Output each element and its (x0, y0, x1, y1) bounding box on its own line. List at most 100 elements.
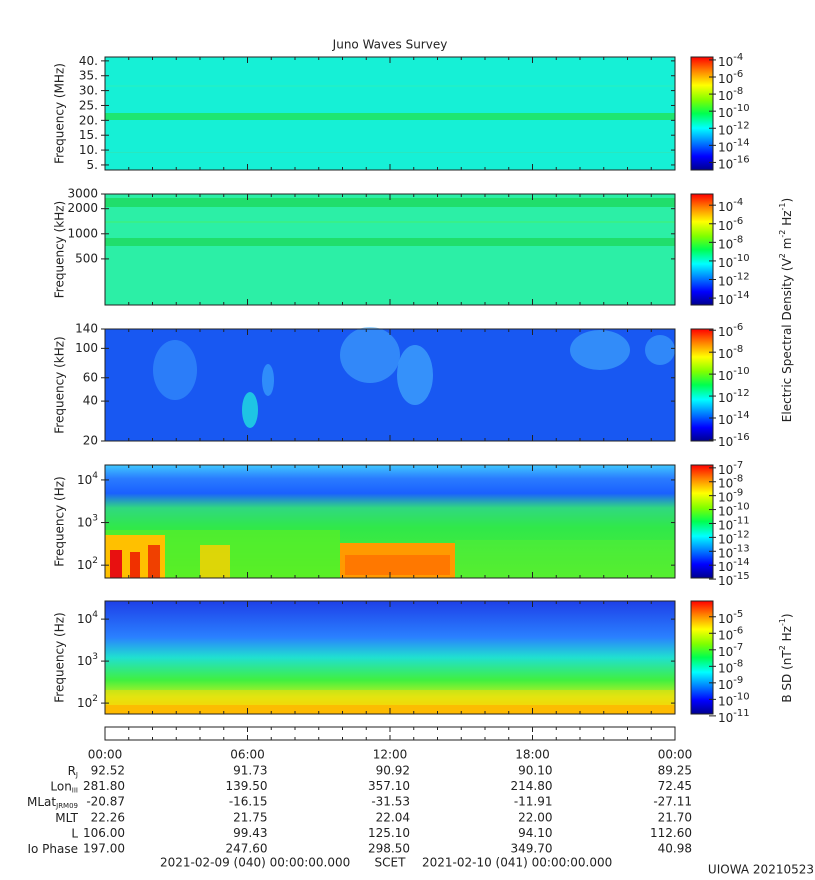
time-label: 06:00 (230, 748, 265, 762)
row-label-text: Lon (50, 779, 71, 793)
tick-exponent: -12 (733, 120, 749, 131)
tick-label: 104 (77, 470, 98, 486)
footer-stamp: UIOWA 20210523 (708, 863, 814, 877)
time-label: 18:00 (515, 748, 550, 762)
tick-base: 10 (718, 644, 733, 658)
tick-label: 1000 (67, 226, 98, 240)
tick-exponent: -4 (733, 52, 743, 63)
tick-exponent: -10 (733, 502, 749, 513)
tick-exponent: 4 (92, 610, 98, 620)
tick-base: 10 (718, 560, 733, 574)
ephemeris-value: 72.45 (658, 779, 692, 793)
tick-base: 10 (718, 694, 733, 708)
tick-base: 10 (718, 661, 733, 675)
tick-base: 20. (79, 113, 98, 127)
tick-exponent: 3 (92, 652, 98, 662)
footer-start: 2021-02-09 (040) 00:00:00.000 (160, 856, 350, 870)
tick-base: 25. (79, 98, 98, 112)
tick-base: 10 (718, 434, 733, 448)
tick-base: 10 (77, 696, 92, 710)
footer-end: 2021-02-10 (041) 00:00:00.000 (422, 856, 612, 870)
tick-label: 10-8 (718, 86, 743, 103)
tick-label: 140 (75, 322, 98, 336)
tick-exponent: -9 (733, 488, 743, 499)
tick-label: 10-16 (718, 154, 750, 171)
tick-label: 10-10 (718, 502, 750, 519)
tick-exponent: -15 (733, 571, 749, 582)
tick-base: 10 (718, 123, 733, 137)
time-label: 00:00 (658, 748, 693, 762)
tick-label: 100 (75, 341, 98, 355)
tick-label: 3000 (67, 187, 98, 201)
tick-exponent: -8 (733, 234, 743, 245)
ephemeris-value: 349.70 (511, 842, 553, 856)
row-label: LonIII (50, 779, 78, 795)
tick-exponent: -6 (733, 625, 743, 636)
ephemeris-value: 92.52 (91, 764, 125, 778)
tick-base: 10 (718, 54, 733, 68)
colorbar-label: Electric Spectral Density (V2 m-2 Hz-1) (778, 198, 794, 422)
tick-exponent: -14 (733, 137, 749, 148)
row-label-sub: J (75, 771, 78, 779)
ephemeris-value: 197.00 (83, 842, 125, 856)
tick-base: 10 (718, 89, 733, 103)
spectrogram-image (105, 57, 675, 714)
tick-label: 10-6 (718, 322, 743, 339)
y-axis-label: Frequency (kHz) (53, 201, 67, 298)
tick-base: 10 (77, 654, 92, 668)
tick-base: 10 (77, 558, 92, 572)
ephemeris-value: 90.92 (376, 764, 410, 778)
tick-base: 10 (718, 157, 733, 171)
tick-base: 10 (718, 237, 733, 251)
tick-label: 5. (87, 157, 98, 171)
tick-label: 10-8 (718, 344, 743, 361)
tick-label: 103 (77, 652, 98, 668)
tick-label: 10-11 (718, 515, 750, 532)
tick-base: 10 (718, 140, 733, 154)
tick-exponent: -8 (733, 86, 743, 97)
label-part: B SD (nT (780, 650, 794, 703)
tick-label: 10-14 (718, 410, 750, 427)
time-label: 00:00 (88, 748, 123, 762)
tick-label: 10-5 (718, 609, 743, 626)
tick-exponent: -12 (733, 272, 749, 283)
label-part: Hz (780, 210, 794, 229)
tick-label: 10-8 (718, 234, 743, 251)
ephemeris-value: 214.80 (511, 779, 553, 793)
tick-base: 10 (718, 255, 733, 269)
tick-base: 40. (79, 53, 98, 67)
tick-base: 10 (718, 106, 733, 120)
tick-base: 10 (718, 218, 733, 232)
tick-exponent: -16 (733, 154, 749, 165)
tick-exponent: -7 (733, 642, 743, 653)
y-axis-label: Frequency (Hz) (53, 476, 67, 567)
tick-label: 10-14 (718, 290, 750, 307)
tick-base: 10 (77, 612, 92, 626)
tick-base: 30. (79, 83, 98, 97)
ephemeris-value: -16.15 (229, 795, 268, 809)
time-label: 12:00 (373, 748, 408, 762)
tick-exponent: -11 (733, 708, 749, 719)
superscript: -1 (778, 618, 787, 626)
tick-base: 10 (718, 72, 733, 86)
tick-label: 10-12 (718, 529, 750, 546)
row-label-text: Io Phase (27, 842, 78, 856)
tick-label: 10-10 (718, 366, 750, 383)
row-label-sub: JRM09 (55, 802, 78, 810)
tick-label: 10-10 (718, 691, 750, 708)
row-label: L (71, 826, 78, 840)
tick-exponent: -8 (733, 658, 743, 669)
tick-label: 10-4 (718, 197, 743, 214)
tick-base: 10 (718, 677, 733, 691)
tick-label: 40 (83, 394, 98, 408)
tick-exponent: -9 (733, 675, 743, 686)
superscript: 2 (778, 253, 787, 258)
tick-base: 10 (718, 325, 733, 339)
row-label: MLatJRM09 (27, 795, 78, 811)
tick-label: 102 (77, 556, 98, 572)
footer-scet: SCET (375, 856, 407, 870)
tick-base: 10 (718, 200, 733, 214)
row-label: Io Phase (27, 842, 78, 856)
colorbar-label: B SD (nT2 Hz-1) (778, 613, 794, 702)
